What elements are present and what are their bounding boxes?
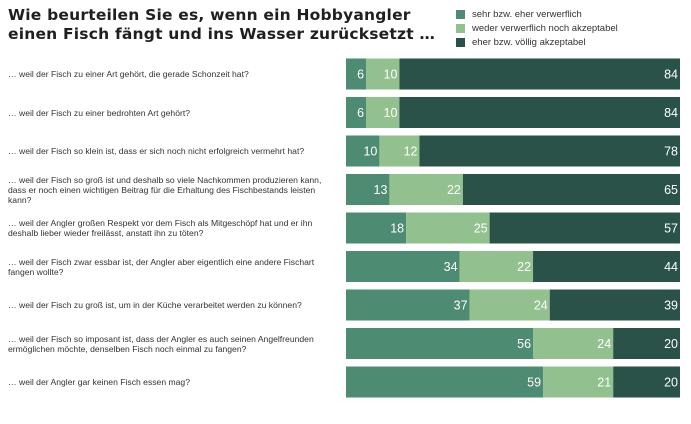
chart-title: Wie beurteilen Sie es, wenn ein Hobbyang… <box>8 6 436 43</box>
bar-segment <box>346 174 390 205</box>
data-label: 59 <box>527 376 541 390</box>
bar-segment <box>346 251 460 282</box>
category-label: … weil der Fisch zwar essbar ist, der An… <box>8 256 315 277</box>
legend: sehr bzw. eher verwerflich weder verwerfl… <box>456 8 618 50</box>
data-label: 25 <box>474 222 488 236</box>
data-label: 10 <box>363 145 377 159</box>
data-label: 84 <box>664 68 678 82</box>
bar-segment <box>399 58 680 90</box>
bar-segment <box>399 97 680 128</box>
bar-segment <box>366 97 400 128</box>
category-label: … weil der Fisch so groß ist und deshalb… <box>8 174 322 205</box>
bar-segment <box>346 58 367 90</box>
data-label: 6 <box>357 106 364 120</box>
legend-swatch <box>456 38 465 47</box>
bar-segment <box>469 289 550 321</box>
bar-segment <box>462 174 680 205</box>
data-label: 12 <box>404 145 418 159</box>
data-label: 65 <box>664 183 678 197</box>
data-label: 37 <box>454 299 468 313</box>
bar-segment <box>346 135 380 167</box>
legend-label: sehr bzw. eher verwerflich <box>472 9 582 20</box>
data-label: 84 <box>664 106 678 120</box>
bar-segment <box>459 251 534 282</box>
data-label: 22 <box>517 260 531 274</box>
bar-segment <box>549 289 680 321</box>
bar-segment <box>613 328 680 359</box>
category-label: … weil der Fisch zu groß ist, um in der … <box>8 300 302 310</box>
bar-segment <box>543 366 614 398</box>
bar-segment <box>533 251 680 282</box>
category-label: … weil der Fisch zu einer bedrohten Art … <box>8 107 190 118</box>
category-label: … weil der Fisch zu einer Art gehört, di… <box>8 69 249 79</box>
data-label: 18 <box>390 222 404 236</box>
data-label: 24 <box>597 337 611 351</box>
data-label: 39 <box>664 299 678 313</box>
bar-segment <box>346 289 470 321</box>
legend-label: eher bzw. völlig akzeptabel <box>472 37 586 48</box>
legend-item: eher bzw. völlig akzeptabel <box>456 36 618 49</box>
legend-item: weder verwerflich noch akzeptabel <box>456 22 618 35</box>
data-label: 56 <box>517 337 531 351</box>
bar-segment <box>613 366 680 398</box>
legend-swatch <box>456 10 465 19</box>
bar-segment <box>489 212 680 244</box>
data-label: 20 <box>664 376 678 390</box>
bar-segment <box>419 135 680 167</box>
data-label: 10 <box>384 68 398 82</box>
bar-segment <box>533 328 614 359</box>
category-label: … weil der Angler großen Respekt vor dem… <box>8 218 313 238</box>
bar-segment <box>346 97 367 128</box>
data-label: 24 <box>534 299 548 313</box>
data-label: 6 <box>357 68 364 82</box>
legend-item: sehr bzw. eher verwerflich <box>456 8 618 21</box>
data-label: 13 <box>374 183 388 197</box>
bar-segment <box>346 212 407 244</box>
legend-swatch <box>456 24 465 33</box>
data-label: 22 <box>447 183 461 197</box>
category-label: … weil der Angler gar keinen Fisch essen… <box>8 377 190 387</box>
bar-segment <box>346 328 534 359</box>
category-label: … weil der Fisch so klein ist, dass er s… <box>8 146 305 156</box>
bar-segment <box>366 58 400 90</box>
data-label: 57 <box>664 222 678 236</box>
bar-segment <box>346 366 544 398</box>
data-label: 44 <box>664 260 678 274</box>
data-label: 78 <box>664 145 678 159</box>
data-label: 10 <box>384 106 398 120</box>
bar-segment <box>406 212 490 244</box>
legend-label: weder verwerflich noch akzeptabel <box>472 23 618 34</box>
data-label: 20 <box>664 337 678 351</box>
data-label: 34 <box>444 260 458 274</box>
data-label: 21 <box>597 376 611 390</box>
bar-segment <box>379 135 420 167</box>
category-label: … weil der Fisch so imposant ist, dass d… <box>8 333 314 354</box>
bar-segment <box>389 174 463 205</box>
